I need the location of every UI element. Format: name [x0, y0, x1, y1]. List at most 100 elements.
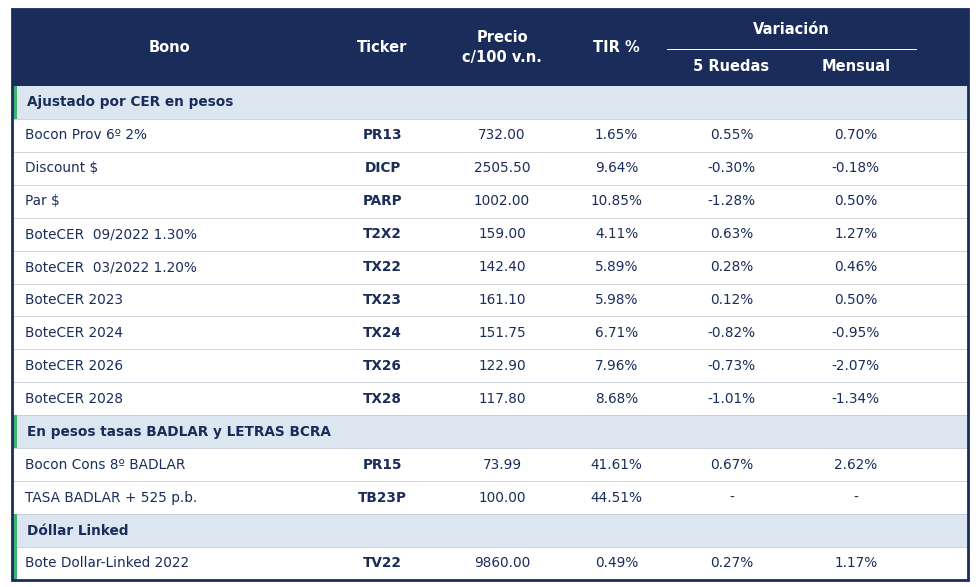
Text: Bote Dollar-Linked 2022: Bote Dollar-Linked 2022 [25, 556, 189, 571]
Text: 8.68%: 8.68% [595, 392, 638, 406]
Text: 4.11%: 4.11% [595, 227, 638, 241]
Bar [12, 514, 968, 547]
Text: -0.30%: -0.30% [708, 161, 756, 176]
Bar [12, 481, 968, 514]
Text: Mensual: Mensual [821, 59, 891, 74]
Text: 9.64%: 9.64% [595, 161, 638, 176]
Bar [12, 284, 968, 316]
Text: PR15: PR15 [363, 458, 402, 472]
Text: PARP: PARP [363, 194, 402, 208]
Text: 5 Ruedas: 5 Ruedas [694, 59, 769, 74]
Text: 0.63%: 0.63% [710, 227, 754, 241]
Text: PR13: PR13 [363, 129, 402, 142]
Text: Precio
c/100 v.n.: Precio c/100 v.n. [462, 30, 542, 65]
Text: 73.99: 73.99 [482, 458, 521, 472]
Bar [12, 514, 18, 547]
Text: -0.95%: -0.95% [832, 326, 880, 340]
Text: 5.98%: 5.98% [595, 293, 639, 307]
Bar [12, 316, 968, 349]
Text: 0.49%: 0.49% [595, 556, 638, 571]
Text: Discount $: Discount $ [25, 161, 98, 176]
Bar [12, 9, 968, 86]
Text: 122.90: 122.90 [478, 359, 525, 373]
Bar [12, 119, 968, 152]
Text: TX23: TX23 [363, 293, 402, 307]
Text: -2.07%: -2.07% [832, 359, 880, 373]
Text: TX24: TX24 [363, 326, 402, 340]
Text: En pesos tasas BADLAR y LETRAS BCRA: En pesos tasas BADLAR y LETRAS BCRA [27, 425, 331, 438]
Text: 2505.50: 2505.50 [473, 161, 530, 176]
Text: 117.80: 117.80 [478, 392, 525, 406]
Text: 100.00: 100.00 [478, 491, 525, 505]
Text: 41.61%: 41.61% [591, 458, 643, 472]
Text: 161.10: 161.10 [478, 293, 525, 307]
Text: 0.27%: 0.27% [710, 556, 754, 571]
Text: Variación: Variación [753, 22, 830, 37]
Bar [12, 415, 18, 448]
Text: 0.70%: 0.70% [834, 129, 877, 142]
Text: 1.65%: 1.65% [595, 129, 638, 142]
Text: 0.67%: 0.67% [710, 458, 754, 472]
Text: 9860.00: 9860.00 [474, 556, 530, 571]
Bar [12, 218, 968, 251]
Text: 732.00: 732.00 [478, 129, 525, 142]
Text: 2.62%: 2.62% [834, 458, 877, 472]
Text: 10.85%: 10.85% [591, 194, 643, 208]
Text: T2X2: T2X2 [363, 227, 402, 241]
Text: Bono: Bono [149, 40, 190, 55]
Text: TASA BADLAR + 525 p.b.: TASA BADLAR + 525 p.b. [25, 491, 198, 505]
Text: 1002.00: 1002.00 [474, 194, 530, 208]
Text: 142.40: 142.40 [478, 260, 525, 274]
Text: Bocon Cons 8º BADLAR: Bocon Cons 8º BADLAR [25, 458, 186, 472]
Text: -1.28%: -1.28% [708, 194, 756, 208]
Text: Ticker: Ticker [357, 40, 408, 55]
Bar [12, 86, 968, 119]
Text: -1.01%: -1.01% [708, 392, 756, 406]
Text: Par $: Par $ [25, 194, 60, 208]
Text: BoteCER 2026: BoteCER 2026 [25, 359, 123, 373]
Text: BoteCER  09/2022 1.30%: BoteCER 09/2022 1.30% [25, 227, 197, 241]
Text: Dóllar Linked: Dóllar Linked [27, 524, 128, 538]
Text: -0.73%: -0.73% [708, 359, 756, 373]
Bar [12, 448, 968, 481]
Text: 1.17%: 1.17% [834, 556, 877, 571]
Text: -: - [854, 491, 858, 505]
Text: 7.96%: 7.96% [595, 359, 638, 373]
Text: 0.28%: 0.28% [710, 260, 754, 274]
Text: TX28: TX28 [363, 392, 402, 406]
Bar [12, 251, 968, 284]
Bar [12, 382, 968, 415]
Text: -1.34%: -1.34% [832, 392, 880, 406]
Text: 151.75: 151.75 [478, 326, 526, 340]
Text: Ajustado por CER en pesos: Ajustado por CER en pesos [27, 95, 233, 109]
Bar [12, 185, 968, 218]
Text: 0.55%: 0.55% [710, 129, 754, 142]
Text: 6.71%: 6.71% [595, 326, 638, 340]
Text: BoteCER 2023: BoteCER 2023 [25, 293, 123, 307]
Text: 44.51%: 44.51% [591, 491, 643, 505]
Bar [12, 86, 18, 119]
Text: Bocon Prov 6º 2%: Bocon Prov 6º 2% [25, 129, 147, 142]
Text: TB23P: TB23P [358, 491, 407, 505]
Text: TV22: TV22 [363, 556, 402, 571]
Text: 0.50%: 0.50% [834, 194, 877, 208]
Text: 159.00: 159.00 [478, 227, 526, 241]
Bar [12, 415, 968, 448]
Text: 1.27%: 1.27% [834, 227, 877, 241]
Text: BoteCER  03/2022 1.20%: BoteCER 03/2022 1.20% [25, 260, 197, 274]
Text: TX22: TX22 [363, 260, 402, 274]
Text: 0.46%: 0.46% [834, 260, 877, 274]
Text: BoteCER 2024: BoteCER 2024 [25, 326, 123, 340]
Text: -: - [729, 491, 734, 505]
Text: -0.82%: -0.82% [708, 326, 756, 340]
Text: DICP: DICP [365, 161, 401, 176]
Bar [12, 349, 968, 382]
Text: TIR %: TIR % [593, 40, 640, 55]
Bar [12, 547, 18, 580]
Text: -0.18%: -0.18% [832, 161, 880, 176]
Text: 0.12%: 0.12% [710, 293, 754, 307]
Bar [12, 152, 968, 185]
Text: 0.50%: 0.50% [834, 293, 877, 307]
Text: 5.89%: 5.89% [595, 260, 639, 274]
Text: TX26: TX26 [363, 359, 402, 373]
